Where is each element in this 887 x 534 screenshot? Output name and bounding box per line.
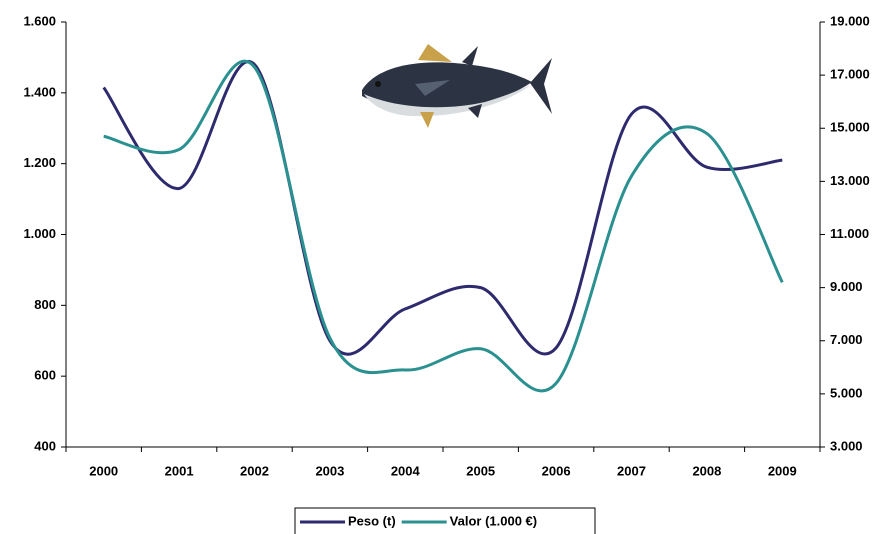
x-tick-label: 2000 — [89, 463, 118, 478]
y2-tick-label: 15.000 — [830, 120, 870, 135]
y-tick-label: 400 — [34, 438, 56, 453]
legend: Peso (t) Valor (1.000 €) — [294, 507, 596, 534]
y-tick-label: 800 — [34, 297, 56, 312]
y-tick-label: 1.400 — [23, 84, 56, 99]
x-tick-label: 2001 — [165, 463, 194, 478]
y-tick-label: 1.000 — [23, 226, 56, 241]
legend-label: Peso (t) — [348, 513, 396, 528]
y2-tick-label: 9.000 — [830, 279, 863, 294]
x-tick-label: 2009 — [768, 463, 797, 478]
x-tick-label: 2002 — [240, 463, 269, 478]
y2-tick-label: 13.000 — [830, 173, 870, 188]
y2-tick-label: 3.000 — [830, 438, 863, 453]
fish-illustration — [362, 44, 552, 128]
y-tick-label: 1.600 — [23, 13, 56, 28]
series-line — [102, 60, 783, 356]
y2-tick-label: 7.000 — [830, 332, 863, 347]
x-tick-label: 2006 — [542, 463, 571, 478]
y-tick-label: 600 — [34, 368, 56, 383]
y2-tick-label: 19.000 — [830, 13, 870, 28]
legend-label: Valor (1.000 €) — [450, 513, 537, 528]
y2-tick-label: 11.000 — [830, 226, 869, 241]
y2-tick-label: 17.000 — [830, 67, 870, 82]
y2-tick-label: 5.000 — [830, 385, 863, 400]
y-tick-label: 1.200 — [23, 155, 56, 170]
x-tick-label: 2005 — [466, 463, 495, 478]
x-tick-label: 2003 — [315, 463, 344, 478]
x-tick-label: 2004 — [391, 463, 421, 478]
series-line — [103, 59, 784, 393]
x-tick-label: 2008 — [692, 463, 721, 478]
x-tick-label: 2007 — [617, 463, 646, 478]
